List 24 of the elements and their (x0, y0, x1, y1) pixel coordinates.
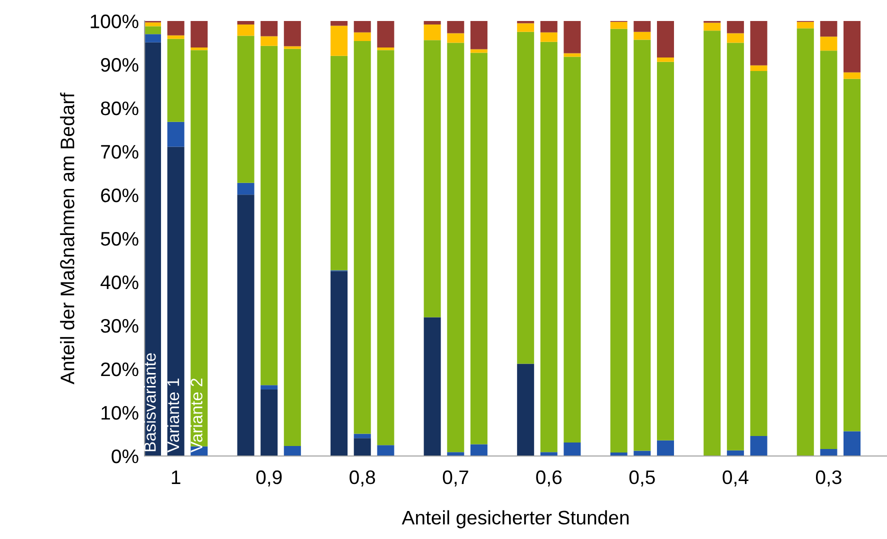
annotation: Basisvariante (144, 353, 156, 452)
y-tick-label: 20% (101, 362, 138, 376)
x-tick-label: 0,9 (256, 470, 282, 486)
y-tick-label: 50% (100, 232, 138, 246)
x-tick-label: 0,4 (722, 470, 748, 486)
y-tick-label: 60% (101, 188, 138, 202)
y-tick-label: 90% (101, 58, 138, 72)
annotation: Variante 1 (166, 378, 180, 452)
y-tick-label: 40% (100, 275, 138, 290)
x-tick-label: 0,7 (442, 470, 468, 486)
x-tick-label: 0,8 (350, 470, 376, 486)
y-tick-label: 10% (102, 406, 138, 420)
y-tick-label: 30% (100, 318, 138, 333)
y-tick-label: 80% (100, 101, 138, 116)
y-tick-label: 0% (112, 449, 138, 464)
x-axis-title: Anteil gesicherter Stunden (402, 510, 629, 528)
annotation: Variante 2 (190, 378, 202, 452)
y-axis-title: Anteil der Maßnahmen am Bedarf (60, 92, 74, 384)
x-tick-label: 0,3 (816, 470, 842, 486)
x-tick-label: 0,5 (629, 470, 655, 486)
x-tick-label: 1 (172, 470, 180, 484)
x-tick-label: 0,6 (536, 470, 562, 486)
y-tick-label: 70% (101, 144, 138, 159)
y-tick-label: 100% (90, 14, 138, 28)
